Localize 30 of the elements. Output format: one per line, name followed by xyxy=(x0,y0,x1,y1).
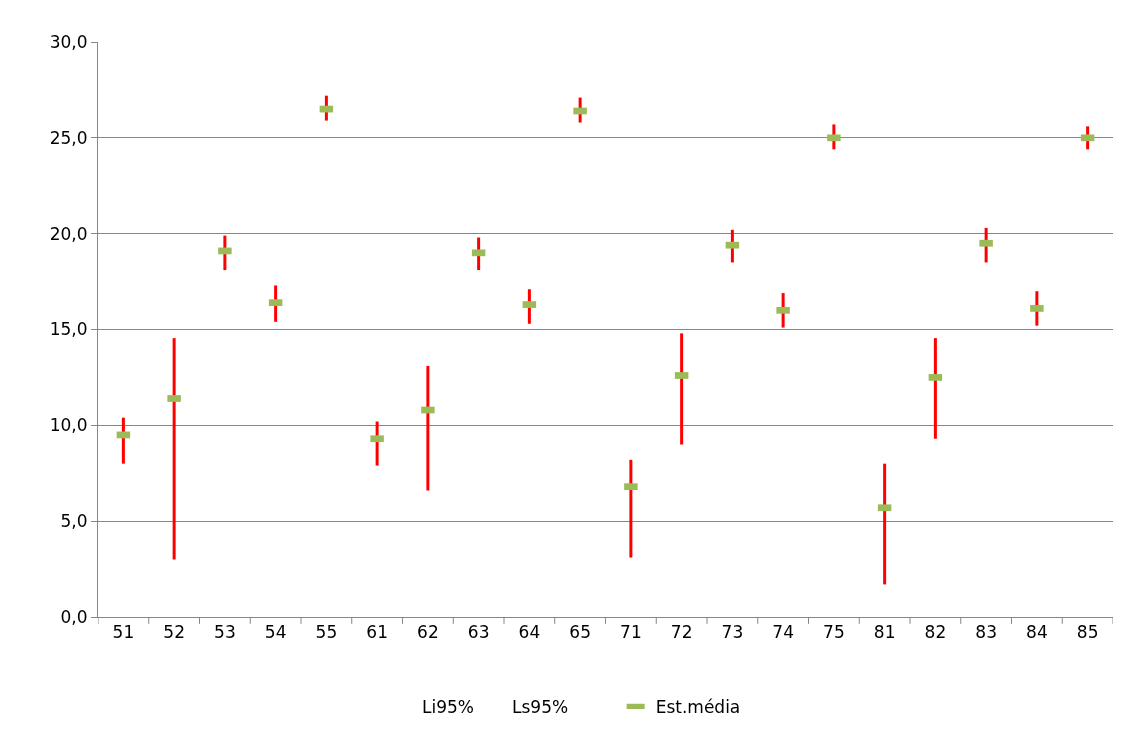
x-tick-label: 65 xyxy=(569,622,591,643)
x-tick-label: 52 xyxy=(163,622,185,643)
x-tick-label: 54 xyxy=(264,622,287,643)
y-tick-label: 15,0 xyxy=(49,319,88,340)
x-tick-label: 83 xyxy=(975,622,997,643)
x-tick-label: 55 xyxy=(315,622,338,643)
x-tick-label: 51 xyxy=(112,622,135,643)
text: Li95% xyxy=(422,697,474,717)
text: Ls95% xyxy=(512,697,569,717)
x-tick-label: 82 xyxy=(924,622,947,643)
x-tick-label: 61 xyxy=(366,622,388,643)
x-tick-label: 64 xyxy=(518,622,541,643)
x-tick-label: 62 xyxy=(417,622,439,643)
legend-label: Est.média xyxy=(655,697,741,718)
y-tick-label: 5,0 xyxy=(60,511,88,532)
x-tick-label: 74 xyxy=(772,622,794,643)
x-tick-label: 73 xyxy=(721,622,744,643)
x-tick-label: 72 xyxy=(670,622,693,643)
y-tick-label: 25,0 xyxy=(49,127,88,148)
y-tick-label: 30,0 xyxy=(49,31,88,52)
x-tick-label: 71 xyxy=(620,622,642,643)
x-tick-label: 53 xyxy=(214,622,236,643)
y-tick-label: 10,0 xyxy=(49,415,88,436)
x-tick-label: 81 xyxy=(873,622,896,643)
y-tick-label: 0,0 xyxy=(60,606,88,627)
y-tick-label: 20,0 xyxy=(49,223,88,244)
x-tick-label: 75 xyxy=(823,622,845,643)
x-tick-label: 84 xyxy=(1026,622,1048,643)
x-tick-label: 85 xyxy=(1076,622,1099,643)
x-tick-label: 63 xyxy=(467,622,490,643)
